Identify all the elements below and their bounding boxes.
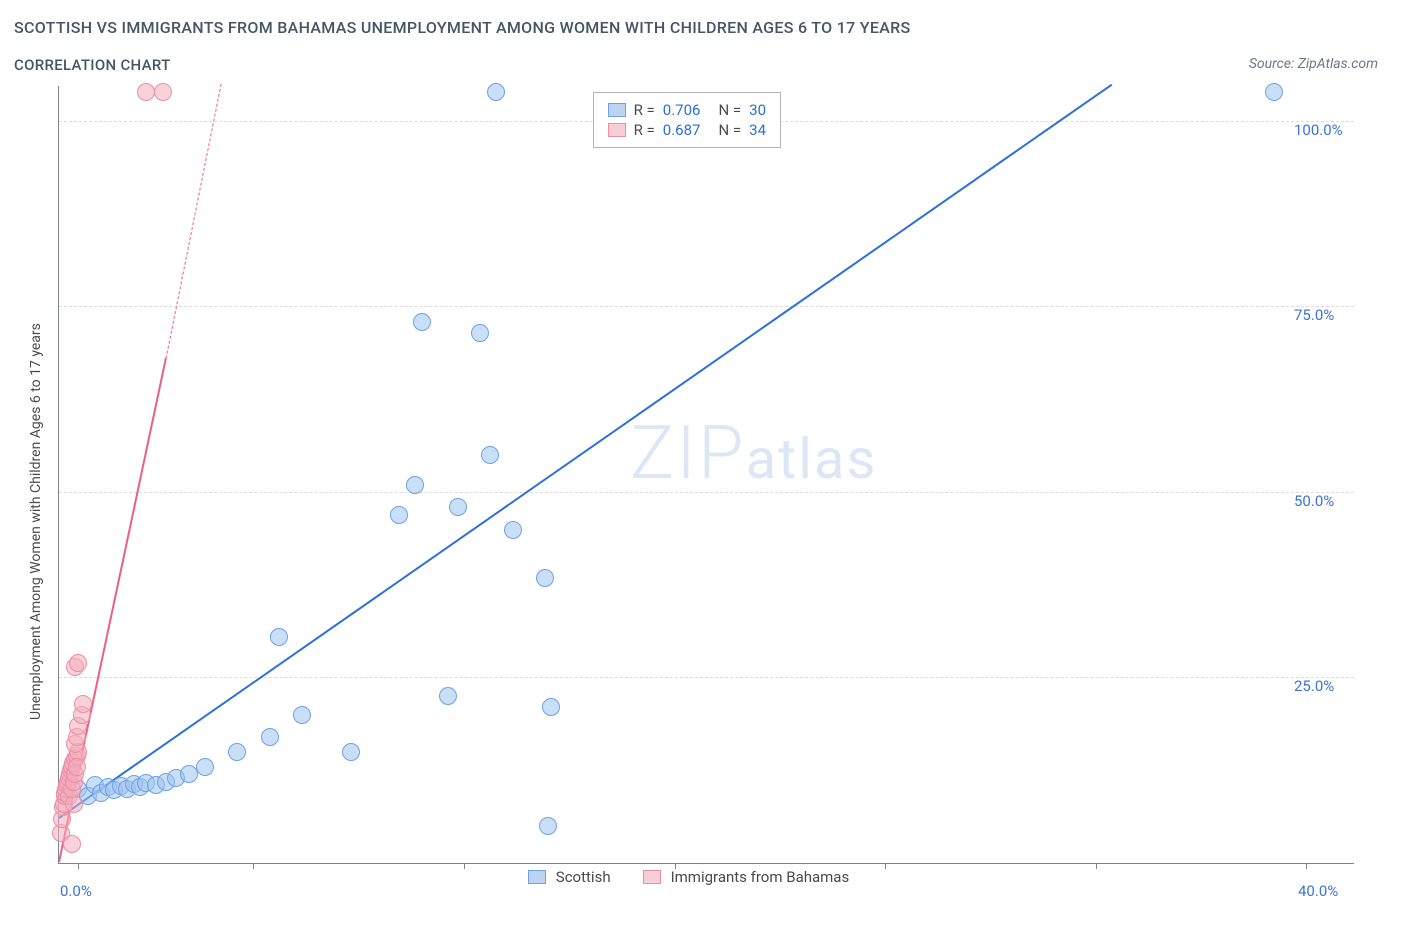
chart-title-line1: SCOTTISH VS IMMIGRANTS FROM BAHAMAS UNEM… — [14, 18, 910, 37]
series-legend: Scottish Immigrants from Bahamas — [528, 868, 871, 886]
data-point — [196, 758, 214, 776]
x-min-label: 0.0% — [60, 882, 92, 900]
legend-label: Immigrants from Bahamas — [671, 868, 850, 886]
gridline — [59, 306, 1354, 307]
legend-label: Scottish — [556, 868, 611, 886]
x-tick — [1306, 863, 1307, 869]
data-point — [390, 506, 408, 524]
legend-swatch — [608, 123, 626, 137]
data-point — [69, 654, 87, 672]
legend-swatch — [608, 103, 626, 117]
data-point — [1265, 83, 1283, 101]
data-point — [449, 498, 467, 516]
data-point — [154, 83, 172, 101]
chart-title-line2: CORRELATION CHART — [14, 56, 171, 74]
data-point — [487, 83, 505, 101]
gridline — [59, 677, 1354, 678]
y-axis-title: Unemployment Among Women with Children A… — [28, 323, 44, 720]
x-tick — [885, 863, 886, 869]
gridline — [59, 492, 1354, 493]
data-point — [439, 687, 457, 705]
x-max-label: 40.0% — [1298, 882, 1338, 900]
legend-swatch — [528, 870, 546, 884]
data-point — [471, 324, 489, 342]
legend-row: R =0.706N =30 — [608, 101, 766, 119]
data-point — [68, 758, 86, 776]
data-point — [413, 313, 431, 331]
data-point — [542, 698, 560, 716]
y-tick-label: 50.0% — [1294, 492, 1334, 510]
y-tick-label: 25.0% — [1294, 677, 1334, 695]
x-tick — [1096, 863, 1097, 869]
data-point — [342, 743, 360, 761]
scatter-plot — [58, 86, 1354, 864]
data-point — [63, 835, 81, 853]
data-point — [539, 817, 557, 835]
legend-row: R =0.687N =34 — [608, 121, 766, 139]
data-point — [228, 743, 246, 761]
data-point — [504, 521, 522, 539]
data-point — [261, 728, 279, 746]
source-label: Source: ZipAtlas.com — [1249, 56, 1378, 72]
trend-line — [58, 83, 1112, 818]
data-point — [536, 569, 554, 587]
x-tick — [464, 863, 465, 869]
x-tick — [78, 863, 79, 869]
data-point — [270, 628, 288, 646]
trend-line — [165, 84, 221, 358]
data-point — [74, 695, 92, 713]
legend-swatch — [643, 870, 661, 884]
data-point — [406, 476, 424, 494]
data-point — [481, 446, 499, 464]
x-tick — [253, 863, 254, 869]
correlation-legend: R =0.706N =30 R =0.687N =34 — [593, 92, 781, 148]
y-tick-label: 75.0% — [1294, 306, 1334, 324]
y-tick-label: 100.0% — [1294, 121, 1343, 139]
data-point — [293, 706, 311, 724]
